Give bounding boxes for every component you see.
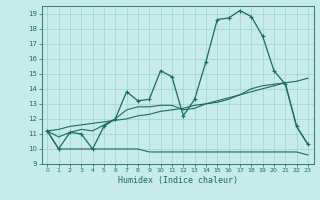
X-axis label: Humidex (Indice chaleur): Humidex (Indice chaleur) <box>118 176 237 185</box>
